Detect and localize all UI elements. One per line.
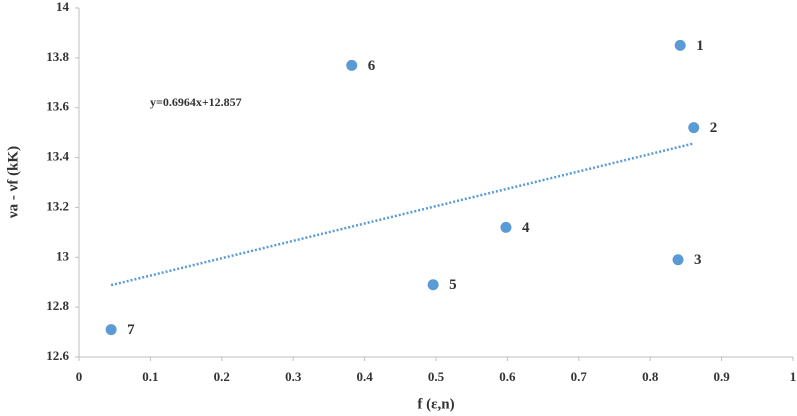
x-tick-label: 1 — [790, 369, 797, 384]
y-tick-label: 13.2 — [46, 198, 69, 213]
y-tick-label: 13 — [56, 248, 70, 263]
point — [674, 39, 686, 51]
y-tick-label: 13.8 — [46, 49, 69, 64]
point — [427, 279, 439, 291]
x-tick-label: 0.1 — [142, 369, 158, 384]
point — [500, 221, 512, 233]
point-label: 2 — [710, 120, 718, 136]
x-tick-label: 0 — [76, 369, 83, 384]
y-tick-label: 12.6 — [46, 348, 69, 363]
x-tick-label: 0.2 — [214, 369, 230, 384]
x-tick-label: 0.7 — [571, 369, 588, 384]
x-tick-label: 0.9 — [713, 369, 730, 384]
point — [672, 254, 684, 266]
point-label: 3 — [694, 252, 702, 268]
point — [105, 324, 117, 336]
x-tick-label: 0.6 — [499, 369, 516, 384]
y-tick-label: 12.8 — [46, 298, 69, 313]
y-tick-label: 13.6 — [46, 99, 69, 114]
trendline — [110, 142, 695, 287]
point-label: 1 — [696, 38, 704, 54]
y-axis-title: νa - νf (kK) — [5, 146, 21, 219]
y-tick-label: 14 — [56, 0, 70, 14]
point-label: 4 — [522, 220, 530, 236]
point — [688, 122, 700, 134]
y-tick-label: 13.4 — [46, 149, 69, 164]
point-label: 5 — [449, 277, 457, 293]
point-label: 6 — [368, 58, 376, 74]
x-tick-label: 0.3 — [285, 369, 302, 384]
x-tick-label: 0.5 — [428, 369, 445, 384]
x-axis-title: f (ε,n) — [417, 396, 454, 412]
trendline-equation: y=0.6964x+12.857 — [150, 95, 242, 109]
x-tick-label: 0.4 — [356, 369, 373, 384]
x-tick-label: 0.8 — [642, 369, 659, 384]
point-label: 7 — [127, 322, 135, 338]
point — [346, 59, 358, 71]
